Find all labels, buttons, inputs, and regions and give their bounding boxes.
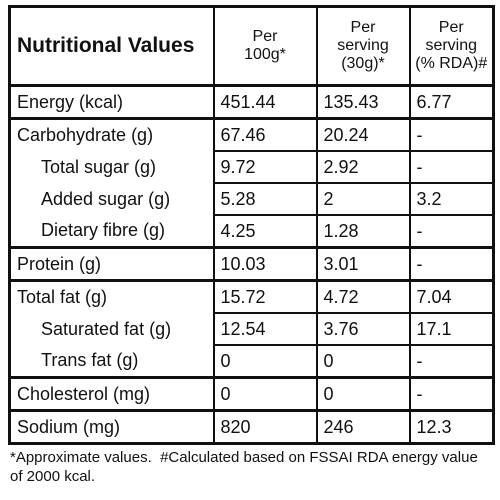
nutrient-label: Added sugar (g) xyxy=(8,183,215,215)
nutrition-table: Nutritional Values Per 100g* Per serving (30… xyxy=(8,5,495,445)
nutrient-row: Total fat (g) 15.72 4.72 7.04 xyxy=(8,279,495,314)
nutrient-value: - xyxy=(408,344,495,379)
nutrient-value: 67.46 xyxy=(212,117,318,152)
nutrient-value: 12.3 xyxy=(408,409,495,445)
column-header-line: (% RDA)# xyxy=(415,55,488,72)
nutrient-value: 246 xyxy=(315,409,411,445)
nutrient-value: 12.54 xyxy=(212,312,318,346)
footnote-text: #Calculated based on FSSAI RDA energy va… xyxy=(10,449,478,485)
nutrient-row: Trans fat (g) 0 0- xyxy=(8,344,495,379)
nutrient-row: Protein (g) 10.03 3.01- xyxy=(8,246,495,282)
nutrient-label: Carbohydrate (g) xyxy=(8,117,215,151)
nutrient-label: Trans fat (g) xyxy=(8,345,215,378)
nutrient-value: 4.72 xyxy=(315,279,411,314)
nutrient-value: 2 xyxy=(315,182,411,216)
nutrient-value: 3.2 xyxy=(408,182,495,216)
nutrient-value: 15.72 xyxy=(212,279,318,314)
nutrient-row: Saturated fat (g) 12.54 3.76 17.1 xyxy=(8,312,495,346)
footnote: *Approximate values. #Calculated based o… xyxy=(10,448,490,486)
footnote-text: *Approximate values. xyxy=(10,449,152,466)
nutrient-value: 9.72 xyxy=(212,150,318,184)
nutrient-value: 135.43 xyxy=(315,84,411,120)
nutrient-value: 5.28 xyxy=(212,182,318,216)
nutrient-label: Total sugar (g) xyxy=(8,151,215,183)
nutrient-value: 1.28 xyxy=(315,214,411,249)
nutrient-row: Total sugar (g) 9.72 2.92- xyxy=(8,150,495,184)
header-row: Nutritional Values Per 100g* Per serving (30… xyxy=(8,5,495,87)
nutrient-value: - xyxy=(408,117,495,152)
nutrient-value: 7.04 xyxy=(408,279,495,314)
nutrient-value: 6.77 xyxy=(408,84,495,120)
column-header-line: Per xyxy=(252,28,278,45)
nutrient-label: Saturated fat (g) xyxy=(8,313,215,345)
nutrient-value: 451.44 xyxy=(212,84,318,120)
nutrient-label: Cholesterol (mg) xyxy=(8,376,215,411)
nutrient-label: Protein (g) xyxy=(8,246,215,281)
nutrient-label: Energy (kcal) xyxy=(8,84,215,119)
nutrient-row: Cholesterol (mg) 0 0- xyxy=(8,376,495,412)
nutrition-panel: Nutritional Values Per 100g* Per serving (30… xyxy=(8,5,495,445)
nutrient-value: - xyxy=(408,376,495,412)
nutrient-value: 20.24 xyxy=(315,117,411,152)
nutrient-value: 3.76 xyxy=(315,312,411,346)
nutrient-row: Added sugar (g) 5.28 2 3.2 xyxy=(8,182,495,216)
column-header: Per serving (30g)* xyxy=(315,5,411,87)
nutrient-value: - xyxy=(408,150,495,184)
table-title: Nutritional Values xyxy=(8,5,215,87)
nutrient-value: 0 xyxy=(315,344,411,379)
nutrient-value: 820 xyxy=(212,409,318,445)
nutrient-value: 0 xyxy=(212,376,318,412)
nutrient-row: Dietary fibre (g) 4.25 1.28- xyxy=(8,214,495,249)
nutrient-value: 4.25 xyxy=(212,214,318,249)
nutrient-value: 10.03 xyxy=(212,246,318,282)
column-header: Per 100g* xyxy=(212,5,318,87)
nutrient-value: 0 xyxy=(315,376,411,412)
nutrient-row: Energy (kcal) 451.44 135.43 6.77 xyxy=(8,84,495,120)
nutrient-value: 0 xyxy=(212,344,318,379)
nutrient-label: Total fat (g) xyxy=(8,279,215,313)
table-body: Energy (kcal) 451.44 135.43 6.77 Carbohydrat… xyxy=(8,84,495,445)
nutrient-row: Carbohydrate (g) 67.46 20.24- xyxy=(8,117,495,152)
nutrient-value: - xyxy=(408,214,495,249)
column-header-line: Per xyxy=(350,19,376,36)
nutrient-label: Dietary fibre (g) xyxy=(8,215,215,248)
nutrient-value: 2.92 xyxy=(315,150,411,184)
column-header-line: 100g* xyxy=(244,46,286,63)
column-header: Per serving (% RDA)# xyxy=(408,5,495,87)
column-header-line: (30g)* xyxy=(341,55,385,72)
nutrient-value: 17.1 xyxy=(408,312,495,346)
nutrient-value: 3.01 xyxy=(315,246,411,282)
nutrient-value: - xyxy=(408,246,495,282)
column-header-line: Per xyxy=(438,19,464,36)
nutrient-label: Sodium (mg) xyxy=(8,409,215,444)
column-header-line: serving xyxy=(425,37,478,54)
column-header-line: serving xyxy=(337,37,389,54)
nutrient-row: Sodium (mg) 820 246 12.3 xyxy=(8,409,495,445)
